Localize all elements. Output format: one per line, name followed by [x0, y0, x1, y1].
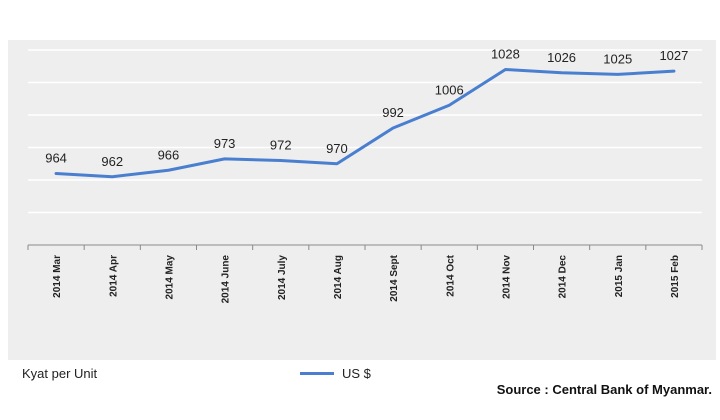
data-label: 1028	[491, 47, 520, 62]
data-label: 1027	[659, 48, 688, 63]
data-label: 972	[270, 138, 292, 153]
x-tick-label: 2014 May	[164, 255, 175, 300]
x-tick-label: 2014 June	[221, 255, 232, 304]
chart-area: 964 962 966 973 972 970 992 1006 1028 1026 1025 102…	[8, 40, 716, 381]
x-tick-label: 2015 Feb	[670, 255, 681, 298]
legend-swatch-us-dollar	[300, 372, 334, 375]
y-axis-label: Kyat per Unit	[22, 366, 98, 381]
data-label: 962	[101, 154, 123, 169]
x-tick-label: 2014 Dec	[558, 255, 569, 299]
x-tick-label: 2014 Oct	[445, 254, 456, 296]
data-label: 1006	[435, 82, 464, 97]
data-label: 1026	[547, 50, 576, 65]
data-label: 966	[158, 147, 180, 162]
x-tick-label: 2015 Jan	[614, 255, 625, 297]
x-tick-label: 2014 Apr	[108, 255, 119, 297]
x-tick-labels: 2014 Mar 2014 Apr 2014 May 2014 June 2014 Ju…	[52, 254, 681, 303]
line-chart: 964 962 966 973 972 970 992 1006 1028 1026 1025 102…	[27, 47, 703, 303]
data-label: 992	[382, 105, 404, 120]
data-label: 1025	[603, 51, 632, 66]
source-note: Source : Central Bank of Myanmar.	[496, 382, 712, 397]
data-label: 973	[214, 136, 236, 151]
x-axis	[27, 244, 703, 250]
series-layer	[54, 68, 676, 179]
series-line-us-dollar	[54, 68, 676, 179]
x-tick-label: 2014 Aug	[333, 255, 344, 299]
x-tick-label: 2014 Nov	[501, 255, 512, 299]
x-tick-label: 2014 July	[277, 255, 288, 300]
data-label: 964	[45, 151, 67, 166]
x-tick-label: 2014 Mar	[52, 255, 63, 298]
x-tick-label: 2014 Sept	[389, 254, 400, 301]
legend-label-us-dollar: US $	[342, 366, 371, 381]
legend: US $	[300, 366, 371, 381]
data-labels: 964 962 966 973 972 970 992 1006 1028 1026 1025 102…	[45, 47, 688, 169]
data-label: 970	[326, 141, 348, 156]
